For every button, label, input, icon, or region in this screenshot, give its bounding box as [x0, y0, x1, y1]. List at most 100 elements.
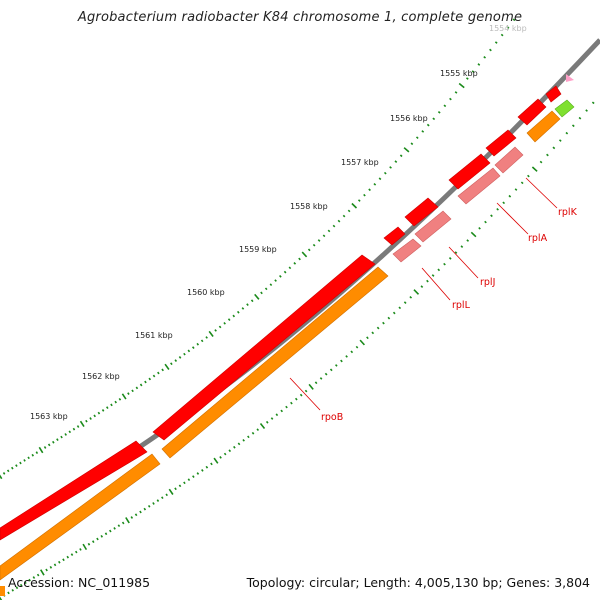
- cds-orange-top[interactable]: [526, 110, 561, 143]
- scale-tick: [489, 48, 492, 52]
- scale-tick: [196, 342, 200, 346]
- scale-tick: [70, 553, 74, 556]
- leader-rpoB: [289, 377, 321, 411]
- scale-tick: [443, 104, 447, 108]
- scale-tick: [52, 440, 55, 444]
- gene-label-rplJ: rplJ: [480, 277, 495, 288]
- gene-red-top-2[interactable]: [545, 85, 562, 103]
- scale-tick: [322, 234, 326, 238]
- scale-tick: [531, 166, 538, 172]
- scale-tick: [113, 527, 116, 530]
- gene-label-rplK: rplK: [558, 207, 578, 218]
- scale-tick: [82, 543, 88, 551]
- gene-label-rplL: rplL: [452, 300, 471, 311]
- scale-tick: [131, 389, 134, 393]
- scale-tick: [392, 311, 396, 315]
- scale-tick: [466, 239, 470, 242]
- scale-tick: [236, 310, 240, 314]
- scale-tick: [53, 563, 57, 567]
- scale-tick: [191, 346, 195, 349]
- scale-tick: [139, 383, 143, 387]
- gene-rplJ-outer[interactable]: [404, 197, 439, 227]
- scale-tick: [275, 413, 279, 417]
- leader-rplA: [496, 202, 529, 235]
- scale-tick: [332, 224, 336, 228]
- scale-tick: [58, 560, 61, 564]
- scale-tick: [143, 507, 147, 511]
- tick-label-1557: 1557 kbp: [341, 158, 379, 167]
- scale-tick: [85, 419, 88, 423]
- scale-tick: [139, 510, 142, 514]
- scale-tick: [218, 325, 222, 329]
- scale-tick: [205, 336, 208, 339]
- scale-tick: [337, 219, 341, 223]
- scale-tick: [233, 445, 236, 449]
- scale-tick: [270, 417, 274, 420]
- scale-tick: [210, 462, 213, 466]
- rna-rplK-salmon[interactable]: [494, 146, 524, 174]
- scale-tick: [432, 117, 436, 121]
- scale-tick: [110, 403, 113, 407]
- scale-tick: [43, 446, 47, 449]
- rna-rplJ-salmon[interactable]: [414, 210, 452, 243]
- scale-tick: [398, 306, 402, 310]
- scale-tick: [79, 420, 85, 428]
- rna-rplL-salmon[interactable]: [392, 238, 422, 263]
- scale-tick: [283, 270, 287, 274]
- gene-labels: rplK rplA rplJ rplL rpoB: [289, 177, 578, 423]
- gene-pink-marker[interactable]: [566, 74, 574, 82]
- scale-tick: [23, 459, 26, 462]
- scale-tick: [97, 411, 101, 415]
- gene-red-top-1[interactable]: [517, 98, 547, 126]
- scale-tick: [89, 417, 92, 420]
- rna-rplA-salmon[interactable]: [457, 167, 501, 205]
- scale-tick: [520, 181, 524, 185]
- scale-tick: [265, 420, 269, 424]
- scale-tick: [546, 153, 549, 157]
- scale-tick: [7, 591, 10, 595]
- leader-rplK: [525, 177, 558, 209]
- scale-tick: [15, 586, 19, 590]
- cds-rpoB-orange[interactable]: [161, 266, 389, 459]
- scale-tick: [152, 374, 156, 378]
- gene-rplA-outer[interactable]: [448, 153, 491, 190]
- scale-tick: [183, 481, 186, 485]
- cds-edge-marker: [0, 586, 5, 596]
- scale-tick: [242, 439, 245, 442]
- scale-tick: [280, 409, 284, 413]
- genome-stats-text: Topology: circular; Length: 4,005,130 bp…: [246, 575, 590, 590]
- scale-tick: [426, 279, 429, 283]
- scale-tick: [60, 435, 63, 439]
- scale-tick: [117, 524, 121, 528]
- genome-backbone: [0, 38, 600, 540]
- scale-tick: [121, 393, 127, 400]
- scale-tick: [250, 299, 254, 303]
- scale-tick: [178, 484, 182, 488]
- scale-tick: [301, 251, 308, 258]
- scale-tick: [552, 146, 556, 150]
- scale-tick: [483, 55, 487, 59]
- scale-tick: [114, 400, 117, 404]
- scale-tick: [449, 97, 452, 101]
- gene-rplK-outer[interactable]: [485, 129, 517, 157]
- scale-tick: [500, 33, 504, 37]
- scale-tick: [420, 285, 424, 288]
- gene-rplL-outer[interactable]: [383, 226, 406, 246]
- tick-label-1560: 1560 kbp: [187, 288, 225, 297]
- gene-red-lower[interactable]: [0, 440, 148, 541]
- scale-tick: [32, 576, 36, 579]
- feature-green[interactable]: [554, 99, 575, 118]
- scale-tick: [514, 188, 518, 191]
- outer-tick-dots: [0, 18, 516, 480]
- scale-tick: [454, 91, 458, 94]
- scale-tick: [465, 77, 469, 80]
- cds-orange-lower[interactable]: [0, 453, 161, 581]
- scale-tick: [368, 188, 371, 192]
- scale-tick: [66, 555, 69, 559]
- gene-rpoB-outer[interactable]: [152, 254, 376, 441]
- scale-tick: [144, 380, 147, 384]
- scale-tick: [237, 442, 241, 446]
- scale-tick: [135, 386, 139, 390]
- scale-tick: [298, 257, 301, 261]
- scale-tick: [334, 364, 338, 367]
